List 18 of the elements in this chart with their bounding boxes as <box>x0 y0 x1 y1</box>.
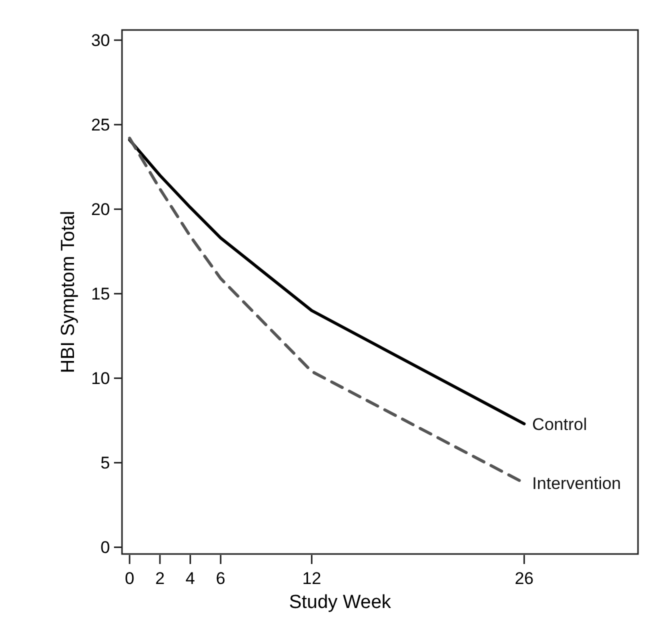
y-tick-label: 15 <box>91 284 110 304</box>
x-tick-label: 4 <box>186 569 196 588</box>
x-tick-label: 6 <box>216 569 226 588</box>
y-tick-label: 25 <box>91 116 110 135</box>
y-tick-label: 20 <box>91 200 110 220</box>
x-tick-label: 26 <box>514 569 534 588</box>
y-tick-label: 30 <box>91 31 110 50</box>
y-tick-label: 0 <box>100 538 110 558</box>
x-axis-title: Study Week <box>288 592 392 613</box>
x-tick-label: 2 <box>155 569 165 588</box>
y-tick-label: 10 <box>91 369 110 388</box>
y-axis-title: HBI Symptom Total <box>58 210 79 374</box>
x-tick-label: 0 <box>124 569 134 588</box>
series-label: Intervention <box>532 474 622 493</box>
x-tick-label: 12 <box>302 569 322 588</box>
series-label: Control <box>532 414 587 434</box>
line-series <box>128 138 526 426</box>
y-tick-label: 5 <box>100 454 110 473</box>
